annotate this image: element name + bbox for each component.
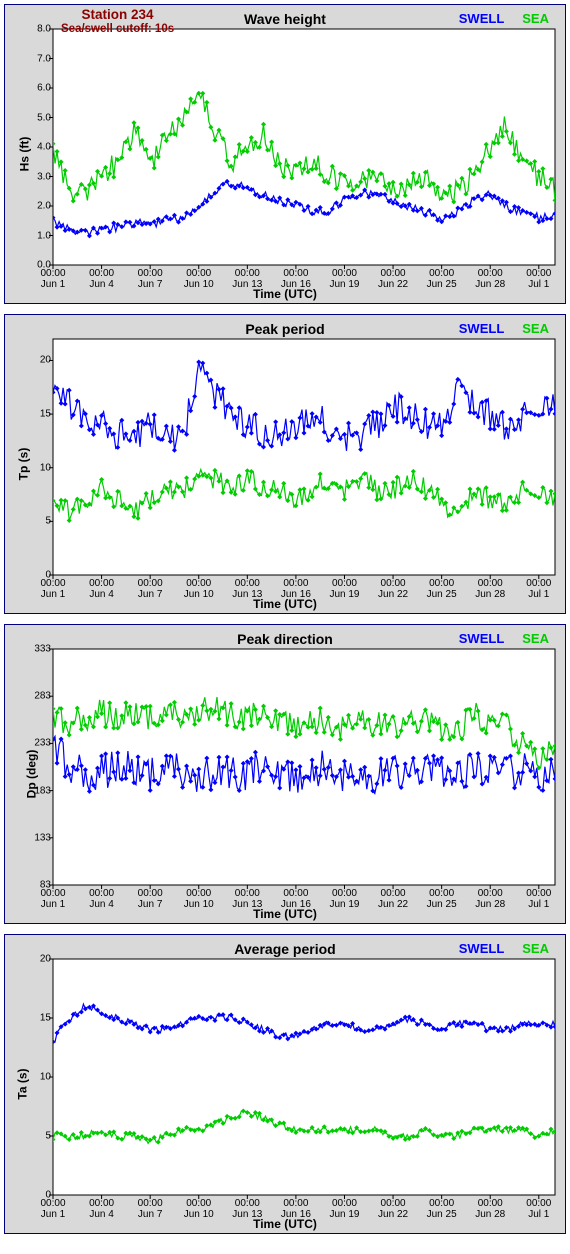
x-tick-label: 00:00Jun 19: [329, 269, 359, 290]
y-tick-label: 6.0: [37, 83, 51, 94]
x-tick-label: 00:00Jun 7: [138, 889, 163, 910]
x-tick-label: 00:00Jun 16: [281, 1199, 311, 1220]
station-label: Station 234Sea/swell cutoff: 10s: [61, 7, 174, 36]
x-tick-label: 00:00Jun 25: [427, 579, 457, 600]
x-tick-label: 00:00Jun 13: [232, 579, 262, 600]
x-tick-label: 00:00Jun 1: [40, 889, 65, 910]
chart-panel-peak-direction: Peak directionSWELLSEADp (deg)Time (UTC)…: [4, 624, 566, 924]
legend: SWELL SEA: [459, 941, 549, 956]
y-tick-label: 233: [34, 738, 51, 749]
y-tick-label: 10: [40, 1072, 51, 1083]
x-tick-label: 00:00Jun 22: [378, 269, 408, 290]
x-tick-label: 00:00Jun 22: [378, 579, 408, 600]
y-tick-label: 183: [34, 785, 51, 796]
x-tick-label: 00:00Jun 19: [329, 1199, 359, 1220]
x-tick-label: 00:00Jul 1: [526, 1199, 551, 1220]
x-tick-label: 00:00Jun 7: [138, 579, 163, 600]
x-tick-label: 00:00Jun 22: [378, 889, 408, 910]
x-tick-label: 00:00Jun 16: [281, 579, 311, 600]
y-tick-label: 8.0: [37, 24, 51, 35]
x-tick-label: 00:00Jun 4: [89, 269, 114, 290]
y-tick-label: 133: [34, 832, 51, 843]
y-tick-label: 7.0: [37, 53, 51, 64]
legend-swell: SWELL: [459, 321, 505, 336]
legend-swell: SWELL: [459, 11, 505, 26]
y-tick-label: 283: [34, 691, 51, 702]
x-tick-label: 00:00Jun 28: [475, 1199, 505, 1220]
x-tick-label: 00:00Jul 1: [526, 889, 551, 910]
x-tick-label: 00:00Jun 19: [329, 889, 359, 910]
x-tick-label: 00:00Jun 1: [40, 579, 65, 600]
station-cutoff: Sea/swell cutoff: 10s: [61, 23, 174, 36]
y-axis-label: Ta (s): [16, 1068, 30, 1099]
y-tick-label: 10: [40, 462, 51, 473]
legend: SWELL SEA: [459, 631, 549, 646]
x-tick-label: 00:00Jun 4: [89, 579, 114, 600]
y-axis-label: Tp (s): [16, 448, 30, 481]
x-tick-label: 00:00Jun 1: [40, 1199, 65, 1220]
chart-panel-peak-period: Peak periodSWELLSEATp (s)Time (UTC)05101…: [4, 314, 566, 614]
x-tick-label: 00:00Jun 28: [475, 889, 505, 910]
x-tick-label: 00:00Jun 10: [184, 269, 214, 290]
y-tick-label: 20: [40, 954, 51, 965]
y-tick-label: 3.0: [37, 171, 51, 182]
legend-sea: SEA: [522, 631, 549, 646]
x-tick-label: 00:00Jun 25: [427, 889, 457, 910]
x-tick-label: 00:00Jun 13: [232, 1199, 262, 1220]
y-tick-label: 5: [45, 516, 51, 527]
x-tick-label: 00:00Jun 22: [378, 1199, 408, 1220]
station-name: Station 234: [61, 7, 174, 23]
y-tick-label: 4.0: [37, 142, 51, 153]
legend-sea: SEA: [522, 941, 549, 956]
y-tick-label: 2.0: [37, 201, 51, 212]
chart-panel-average-period: Average periodSWELLSEATa (s)Time (UTC)05…: [4, 934, 566, 1234]
y-tick-label: 333: [34, 644, 51, 655]
x-tick-label: 00:00Jun 25: [427, 1199, 457, 1220]
y-tick-label: 15: [40, 1013, 51, 1024]
legend-swell: SWELL: [459, 941, 505, 956]
x-tick-label: 00:00Jun 13: [232, 269, 262, 290]
x-tick-label: 00:00Jun 10: [184, 1199, 214, 1220]
x-tick-label: 00:00Jun 19: [329, 579, 359, 600]
x-tick-label: 00:00Jul 1: [526, 269, 551, 290]
y-tick-label: 15: [40, 409, 51, 420]
legend-sea: SEA: [522, 321, 549, 336]
y-tick-label: 5: [45, 1131, 51, 1142]
y-tick-label: 5.0: [37, 112, 51, 123]
x-tick-label: 00:00Jun 25: [427, 269, 457, 290]
y-tick-label: 20: [40, 355, 51, 366]
x-tick-label: 00:00Jun 4: [89, 1199, 114, 1220]
x-tick-label: 00:00Jun 7: [138, 1199, 163, 1220]
chart-panel-wave-height: Wave heightSWELLSEAStation 234Sea/swell …: [4, 4, 566, 304]
x-tick-label: 00:00Jun 13: [232, 889, 262, 910]
x-tick-label: 00:00Jun 10: [184, 579, 214, 600]
legend: SWELL SEA: [459, 321, 549, 336]
x-tick-label: 00:00Jun 1: [40, 269, 65, 290]
x-tick-label: 00:00Jun 4: [89, 889, 114, 910]
y-axis-label: Hs (ft): [17, 137, 31, 172]
x-tick-label: 00:00Jul 1: [526, 579, 551, 600]
legend-swell: SWELL: [459, 631, 505, 646]
x-tick-label: 00:00Jun 16: [281, 889, 311, 910]
legend-sea: SEA: [522, 11, 549, 26]
legend: SWELL SEA: [459, 11, 549, 26]
x-tick-label: 00:00Jun 16: [281, 269, 311, 290]
y-tick-label: 1.0: [37, 230, 51, 241]
x-tick-label: 00:00Jun 28: [475, 579, 505, 600]
x-tick-label: 00:00Jun 28: [475, 269, 505, 290]
x-tick-label: 00:00Jun 7: [138, 269, 163, 290]
x-tick-label: 00:00Jun 10: [184, 889, 214, 910]
